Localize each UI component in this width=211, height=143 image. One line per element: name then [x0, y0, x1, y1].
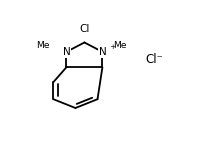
Text: N: N [63, 47, 70, 57]
Text: N: N [99, 47, 106, 57]
Text: Me: Me [113, 41, 126, 50]
Text: Cl: Cl [79, 24, 90, 34]
Text: Me: Me [36, 41, 49, 50]
Text: +: + [109, 44, 115, 50]
Text: Cl⁻: Cl⁻ [145, 52, 163, 65]
